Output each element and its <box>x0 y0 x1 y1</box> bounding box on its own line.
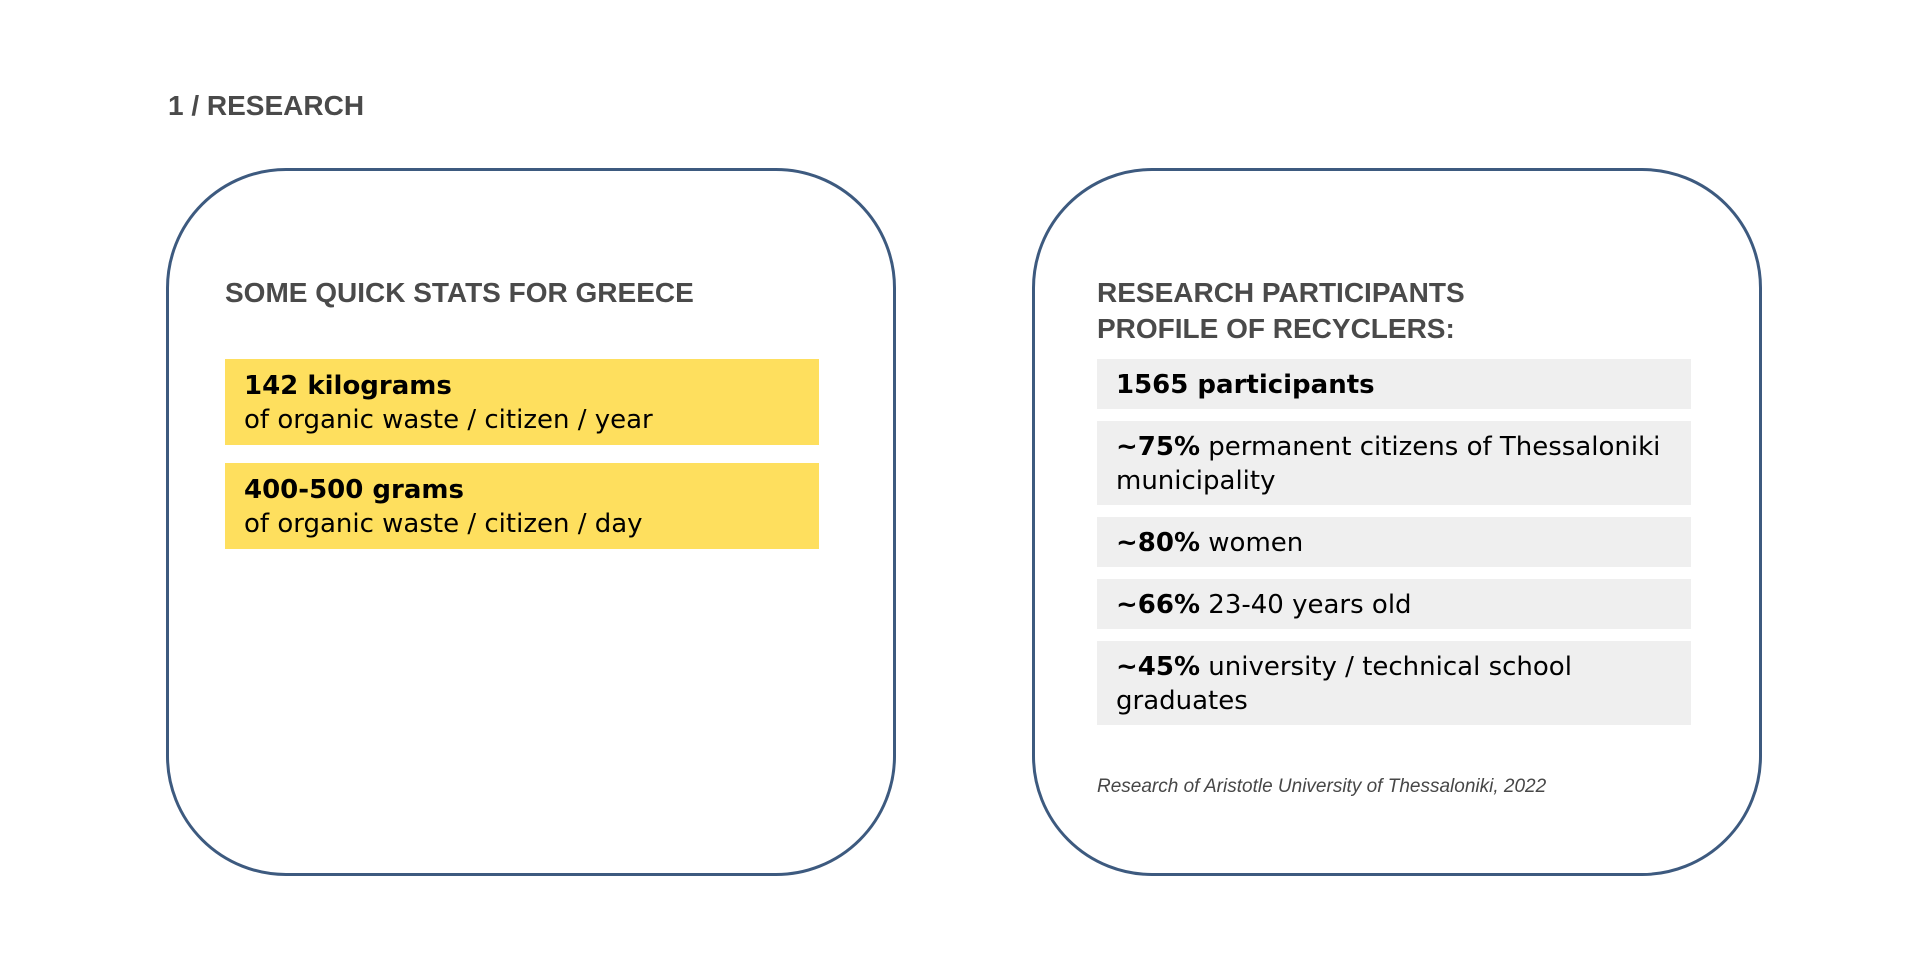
profile-description: women <box>1200 528 1304 558</box>
profile-item: ~45% university / technical school gradu… <box>1097 641 1691 725</box>
greece-stats-heading: SOME QUICK STATS FOR GREECE <box>225 277 694 308</box>
stat-description: of organic waste / citizen / day <box>244 509 643 539</box>
profile-value: ~66% <box>1116 590 1201 620</box>
participants-profile-card: RESEARCH PARTICIPANTS PROFILE OF RECYCLE… <box>1032 168 1762 876</box>
profile-item: ~75% permanent citizens of Thessaloniki … <box>1097 421 1691 505</box>
profile-item: ~66% 23-40 years old <box>1097 579 1691 629</box>
profile-description: permanent citizens of Thessaloniki munic… <box>1116 432 1661 496</box>
participants-profile-list: 1565 participants ~75% permanent citizen… <box>1097 359 1691 737</box>
profile-value: ~80% <box>1116 528 1201 558</box>
stat-description: of organic waste / citizen / year <box>244 405 653 435</box>
profile-description: university / technical school graduates <box>1116 652 1572 716</box>
stat-item: 400-500 grams of organic waste / citizen… <box>225 463 819 549</box>
stat-value: 400-500 grams <box>244 475 464 505</box>
section-title: 1 / RESEARCH <box>168 90 365 121</box>
participants-profile-heading: RESEARCH PARTICIPANTS PROFILE OF RECYCLE… <box>1097 277 1465 344</box>
greece-stats-card: SOME QUICK STATS FOR GREECE 142 kilogram… <box>166 168 896 876</box>
stat-value: 142 kilograms <box>244 371 452 401</box>
profile-item: 1565 participants <box>1097 359 1691 409</box>
stat-item: 142 kilograms of organic waste / citizen… <box>225 359 819 445</box>
profile-value: ~45% <box>1116 652 1201 682</box>
profile-description: 23-40 years old <box>1200 590 1412 620</box>
greece-stats-list: 142 kilograms of organic waste / citizen… <box>225 359 819 567</box>
profile-value: ~75% <box>1116 432 1201 462</box>
research-source-note: Research of Aristotle University of Thes… <box>1097 776 1547 797</box>
profile-item: ~80% women <box>1097 517 1691 567</box>
profile-value: 1565 participants <box>1116 370 1375 400</box>
